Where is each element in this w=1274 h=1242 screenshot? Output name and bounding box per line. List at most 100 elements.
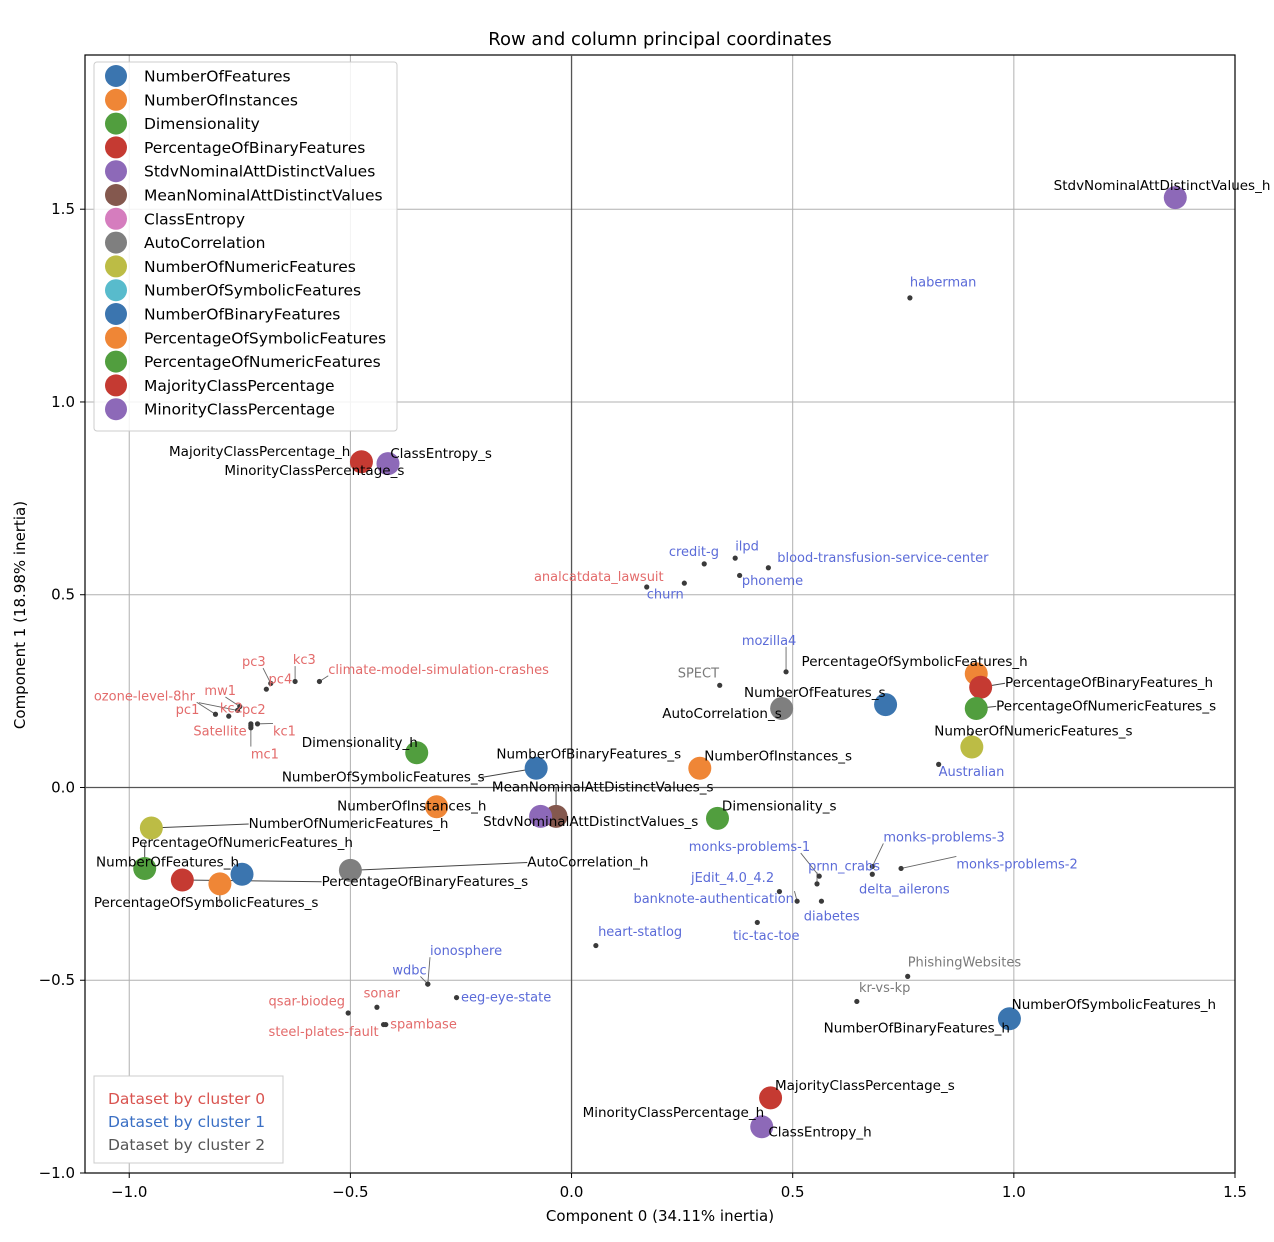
legend-label-percentageofbinaryfeatures: PercentageOfBinaryFeatures xyxy=(144,139,365,157)
dataset-point-pc4 xyxy=(263,686,269,692)
dataset-label-eeg-eye-state: eeg-eye-state xyxy=(461,990,551,1005)
dataset-point-eeg-eye-state xyxy=(453,994,460,1001)
legend-label-dimensionality: Dimensionality xyxy=(144,115,260,133)
feature-label-percentageofbinaryfeatures-h: PercentageOfBinaryFeatures_h xyxy=(1005,675,1213,691)
dataset-label-wdbc: wdbc xyxy=(392,963,426,978)
cluster-legend-label-1: Dataset by cluster 1 xyxy=(108,1113,265,1131)
feature-label-numberofbinaryfeatures-s: NumberOfBinaryFeatures_s xyxy=(496,747,681,763)
dataset-label-qsar-biodeg: qsar-biodeg xyxy=(269,994,346,1009)
dataset-label-credit-g: credit-g xyxy=(669,545,719,560)
dataset-label-kc1: kc1 xyxy=(273,724,296,739)
legend-label-numberofnumericfeatures: NumberOfNumericFeatures xyxy=(144,258,356,276)
feature-label-meannominalattdistinctvalues-s: MeanNominalAttDistinctValues_s xyxy=(492,779,714,795)
dataset-point-kc2 xyxy=(226,713,232,719)
dataset-label-spect: SPECT xyxy=(678,667,719,682)
dataset-label-steel-plates-fault: steel-plates-fault xyxy=(269,1025,379,1040)
legend-marker-numberofinstances xyxy=(105,88,127,111)
legend-label-meannominalattdistinctvalues: MeanNominalAttDistinctValues xyxy=(144,187,383,205)
dataset-point-ozone-level-8hr xyxy=(234,707,241,713)
dataset-point-climate-model-simulation-crashes xyxy=(316,678,323,685)
feature-point-percentageofsymbolicfeatures-s xyxy=(208,872,232,896)
dataset-label-ozone-level-8hr: ozone-level-8hr xyxy=(94,690,196,705)
dataset-point-kr-vs-kp xyxy=(854,998,860,1005)
dataset-label-analcatdata-lawsuit: analcatdata_lawsuit xyxy=(534,570,664,585)
x-axis-label: Component 0 (34.11% inertia) xyxy=(546,1207,774,1225)
dataset-label-phoneme: phoneme xyxy=(742,574,803,589)
y-tick-label: −0.5 xyxy=(39,971,75,989)
dataset-point-sonar xyxy=(374,1004,380,1010)
legend-label-percentageofnumericfeatures: PercentageOfNumericFeatures xyxy=(144,353,381,371)
dataset-point-diabetes xyxy=(818,898,825,904)
feature-label-numberofnumericfeatures-s: NumberOfNumericFeatures_s xyxy=(934,723,1132,739)
feature-label-numberofinstances-s: NumberOfInstances_s xyxy=(704,748,852,764)
feature-label-stdvnominalattdistinctvalues-h: StdvNominalAttDistinctValues_h xyxy=(1054,178,1271,194)
dataset-point-tic-tac-toe xyxy=(754,919,760,926)
dataset-point-credit-g xyxy=(701,561,707,567)
feature-label-classentropy-s: ClassEntropy_s xyxy=(390,446,492,462)
feature-label-dimensionality-s: Dimensionality_s xyxy=(722,799,837,815)
dataset-point-pc3 xyxy=(268,680,274,686)
dataset-point-steel-plates-fault xyxy=(380,1021,387,1028)
legend-label-majorityclasspercentage: MajorityClassPercentage xyxy=(144,377,335,395)
feature-label-percentageofnumericfeatures-s: PercentageOfNumericFeatures_s xyxy=(996,698,1216,714)
legend-marker-numberofbinaryfeatures xyxy=(105,303,127,325)
dataset-point-qsar-biodeg xyxy=(345,1010,351,1016)
dataset-label-spambase: spambase xyxy=(390,1017,457,1032)
dataset-label-mw1: mw1 xyxy=(204,684,236,699)
x-tick-label: 1.0 xyxy=(1002,1183,1026,1201)
feature-arrow xyxy=(350,862,528,871)
y-tick-label: 0.0 xyxy=(51,778,75,796)
dataset-point-prnn-crabs xyxy=(814,881,820,887)
dataset-label-kc3: kc3 xyxy=(293,653,316,668)
feature-point-numberofinstances-s xyxy=(688,756,712,780)
feature-label-dimensionality-h: Dimensionality_h xyxy=(302,735,418,751)
legend-label-percentageofsymbolicfeatures: PercentageOfSymbolicFeatures xyxy=(144,329,386,347)
feature-point-dimensionality-s xyxy=(706,806,729,830)
dataset-label-australian: Australian xyxy=(939,765,1005,780)
feature-label-numberofnumericfeatures-h: NumberOfNumericFeatures_h xyxy=(249,816,449,832)
dataset-label-prnn-crabs: prnn_crabs xyxy=(808,859,880,874)
feature-point-numberoffeatures-h xyxy=(230,862,254,886)
feature-point-numberofnumericfeatures-s xyxy=(960,735,984,759)
feature-point-stdvnominalattdistinctvalues-s xyxy=(529,804,553,828)
dataset-label-mc1: mc1 xyxy=(251,748,279,763)
dataset-label-monks-problems-2: monks-problems-2 xyxy=(956,857,1077,872)
dataset-point-kc3 xyxy=(292,678,298,685)
feature-label-numberofsymbolicfeatures-h: NumberOfSymbolicFeatures_h xyxy=(1012,997,1216,1013)
feature-label-percentageofsymbolicfeatures-h: PercentageOfSymbolicFeatures_h xyxy=(802,654,1028,670)
dataset-label-climate-model-simulation-crashes: climate-model-simulation-crashes xyxy=(328,663,549,678)
dataset-label-kc2: kc2 xyxy=(220,701,243,716)
feature-label-numberoffeatures-h: NumberOfFeatures_h xyxy=(96,855,239,871)
dataset-label-banknote-authentication: banknote-authentication xyxy=(633,892,793,907)
y-tick-label: 1.5 xyxy=(51,200,75,218)
feature-label-autocorrelation-h: AutoCorrelation_h xyxy=(527,855,648,871)
dataset-label-mozilla4: mozilla4 xyxy=(742,634,797,649)
dataset-label-satellite: Satellite xyxy=(193,724,246,739)
dataset-point-mw1 xyxy=(237,703,243,710)
y-axis-label: Component 1 (18.98% inertia) xyxy=(11,501,29,729)
dataset-point-kc1 xyxy=(254,721,261,727)
legend-marker-dimensionality xyxy=(105,112,127,135)
legend-label-autocorrelation: AutoCorrelation xyxy=(144,234,265,252)
chart-title: Row and column principal coordinates xyxy=(488,29,831,50)
feature-label-percentageofbinaryfeatures-s: PercentageOfBinaryFeatures_s xyxy=(322,874,529,890)
feature-label-numberofinstances-h: NumberOfInstances_h xyxy=(337,799,486,815)
legend-marker-majorityclasspercentage xyxy=(105,374,127,397)
feature-label-classentropy-h: ClassEntropy_h xyxy=(768,1124,871,1140)
y-tick-label: −1.0 xyxy=(39,1164,75,1182)
dataset-arrow xyxy=(262,667,272,684)
dataset-label-pc3: pc3 xyxy=(242,655,266,670)
legend-marker-numberoffeatures xyxy=(105,65,127,87)
feature-label-autocorrelation-s: AutoCorrelation_s xyxy=(662,706,782,722)
dataset-point-churn xyxy=(681,580,687,586)
dataset-arrow xyxy=(225,696,241,707)
dataset-point-spect xyxy=(717,682,723,688)
dataset-arrow xyxy=(198,702,238,711)
legend-label-numberofinstances: NumberOfInstances xyxy=(144,91,298,109)
cluster-legend-label-2: Dataset by cluster 2 xyxy=(108,1136,265,1154)
x-tick-label: 1.5 xyxy=(1223,1183,1247,1201)
feature-label-percentageofnumericfeatures-h: PercentageOfNumericFeatures_h xyxy=(131,835,353,851)
dataset-label-churn: churn xyxy=(647,588,684,603)
dataset-point-analcatdata-lawsuit xyxy=(644,584,650,590)
feature-point-percentageofnumericfeatures-h xyxy=(133,856,157,880)
